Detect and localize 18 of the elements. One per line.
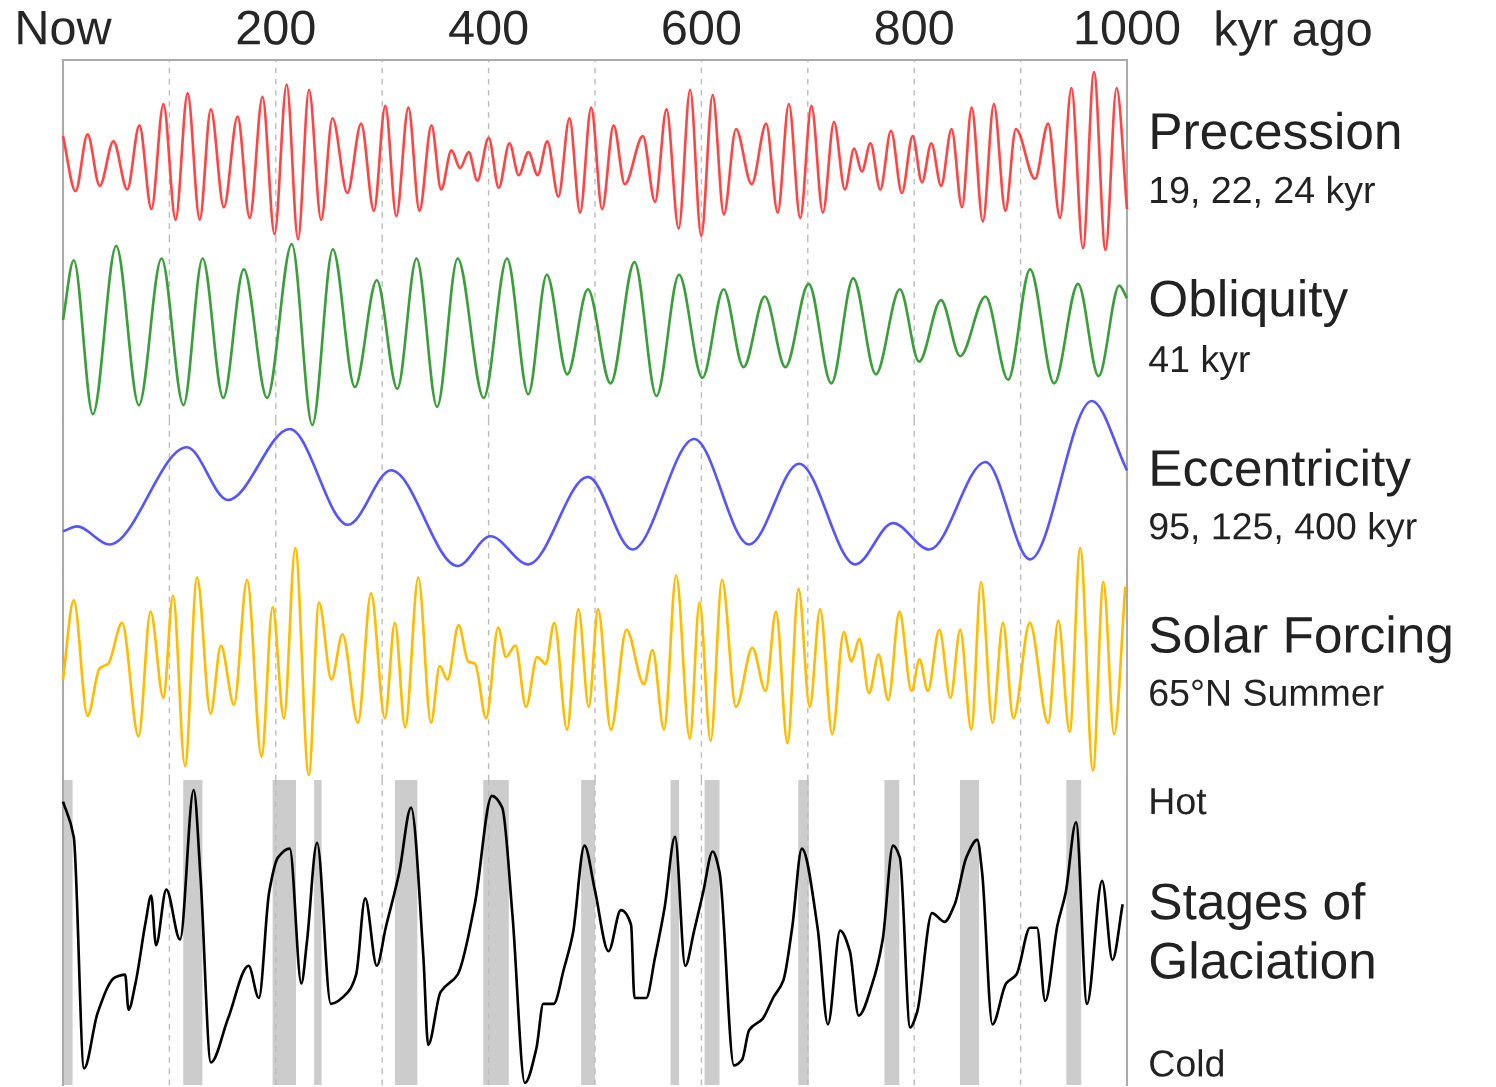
text: Eccentricity [1152,448,1411,497]
x-tick-label: 800 [875,10,953,45]
x-axis-title: kyr ago [1216,10,1371,56]
text: 65°N Summer [1150,679,1384,707]
x-tick-label: 400 [449,10,528,45]
x-tick-label: Now [18,10,112,45]
text: Cold [1150,1049,1223,1077]
x-tick-label: 1000 [1076,10,1180,45]
text: 95, 125, 400 kyr [1150,512,1417,547]
x-tick-label: 600 [663,10,741,45]
text: Hot [1151,788,1207,815]
x-tick-label: 200 [237,10,315,45]
text: Precession [1152,111,1400,150]
text: Obliquity [1150,279,1349,327]
text: 41 kyr [1149,344,1250,380]
text: Solar Forcing [1150,615,1451,664]
text: 19, 22, 24 kyr [1151,175,1375,211]
text: Stages of Glaciation [1150,882,1374,979]
